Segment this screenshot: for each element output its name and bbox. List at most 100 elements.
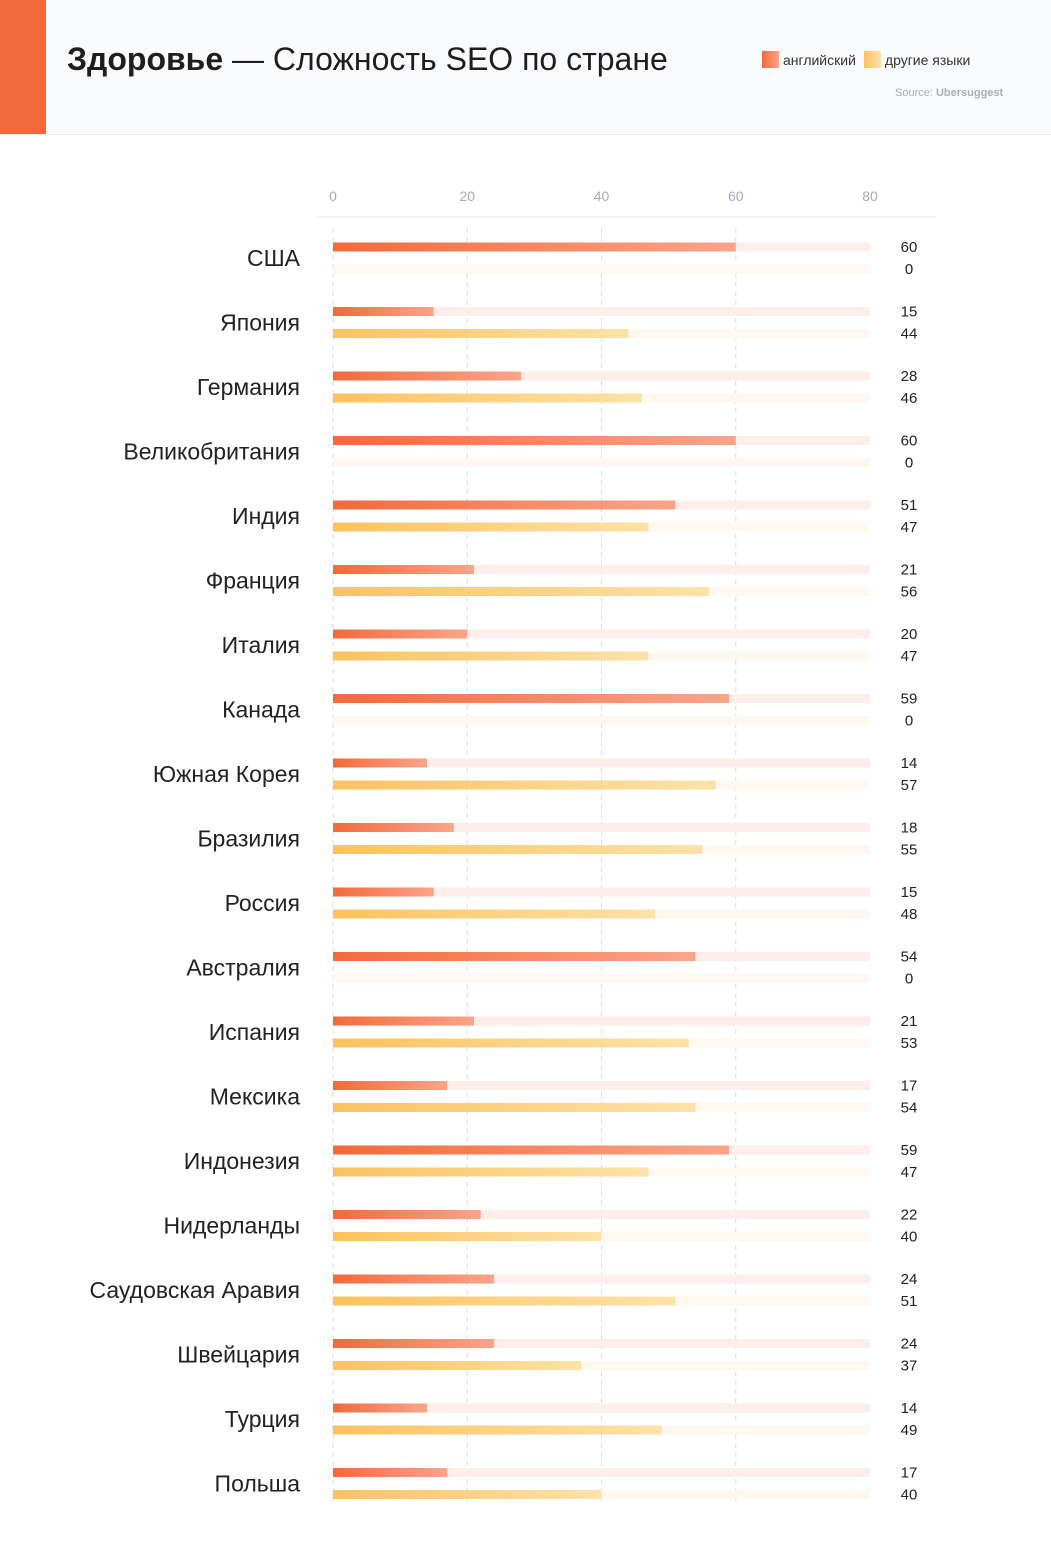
bar-track	[333, 458, 870, 467]
title-topic: Здоровье	[67, 41, 224, 77]
x-tick-label: 0	[329, 188, 337, 204]
chart-title: Здоровье — Сложность SEO по стране	[67, 39, 668, 79]
category-label: Великобритания	[123, 439, 300, 465]
category-label: Польша	[215, 1471, 301, 1497]
value-label-english: 22	[901, 1207, 918, 1224]
category-label: Саудовская Аравия	[90, 1277, 300, 1303]
value-label-other: 53	[901, 1035, 918, 1052]
bar-other-languages	[333, 1232, 602, 1241]
category-label: Индонезия	[184, 1148, 300, 1174]
legend-label-english: английский	[783, 51, 856, 68]
category-label: Австралия	[186, 955, 300, 981]
bar-track	[333, 565, 870, 574]
value-label-other: 55	[901, 842, 918, 859]
value-label-other: 47	[901, 648, 918, 665]
value-label-english: 24	[901, 1336, 918, 1353]
value-label-english: 60	[901, 239, 918, 256]
source-name: Ubersuggest	[935, 87, 1004, 99]
value-label-other: 46	[901, 390, 918, 407]
bar-english	[333, 307, 434, 316]
bar-track	[333, 1274, 870, 1284]
x-tick-label: 20	[459, 188, 475, 204]
value-label-other: 44	[901, 326, 918, 343]
header: Здоровье — Сложность SEO по стране англи…	[0, 0, 1051, 135]
legend: английский другие языки	[762, 51, 978, 68]
category-label: Испания	[209, 1019, 300, 1045]
bar-track	[333, 264, 870, 274]
bar-english	[333, 952, 696, 961]
bar-other-languages	[333, 329, 629, 338]
legend-item-other: другие языки	[863, 51, 971, 68]
value-label-english: 54	[901, 949, 918, 966]
value-label-english: 17	[901, 1465, 918, 1482]
value-label-english: 17	[901, 1078, 918, 1095]
bar-english	[333, 758, 427, 768]
legend-swatch-english	[762, 51, 779, 68]
bar-english	[333, 500, 676, 510]
bar-track	[333, 629, 870, 639]
bar-english	[333, 1210, 481, 1219]
value-label-english: 18	[901, 820, 918, 837]
bar-other-languages	[333, 1361, 582, 1370]
category-label: США	[247, 245, 301, 271]
value-label-english: 15	[901, 304, 918, 321]
source-note: Source: Ubersuggest	[895, 87, 1003, 99]
bar-english	[333, 1274, 495, 1284]
category-label: Бразилия	[197, 826, 300, 852]
value-label-other: 0	[905, 455, 913, 472]
bar-english	[333, 242, 736, 252]
bar-other-languages	[333, 587, 709, 596]
category-label: Южная Корея	[153, 761, 300, 787]
bar-english	[333, 1081, 448, 1090]
title-subtitle: — Сложность SEO по стране	[223, 41, 668, 77]
bar-other-languages	[333, 522, 649, 532]
x-tick-label: 80	[862, 188, 878, 204]
bar-english	[333, 694, 730, 703]
legend-item-english: английский	[762, 51, 856, 68]
accent-bar	[0, 0, 46, 134]
bar-english	[333, 823, 454, 832]
value-label-other: 56	[901, 584, 918, 601]
bar-track	[333, 1468, 870, 1477]
bar-english	[333, 1016, 474, 1026]
bar-english	[333, 1468, 448, 1477]
category-label: Канада	[222, 697, 300, 723]
legend-label-other: другие языки	[884, 51, 971, 68]
bar-track	[333, 1016, 870, 1026]
bar-track	[333, 1081, 870, 1090]
bar-other-languages	[333, 1103, 696, 1112]
x-tick-label: 60	[728, 188, 744, 204]
bar-other-languages	[333, 909, 656, 919]
bar-english	[333, 1145, 730, 1155]
value-label-english: 20	[901, 626, 918, 643]
bar-other-languages	[333, 1490, 602, 1499]
category-label: Швейцария	[177, 1342, 300, 1368]
value-label-other: 0	[905, 971, 913, 988]
value-label-english: 59	[901, 691, 918, 708]
value-label-other: 47	[901, 519, 918, 536]
value-label-other: 49	[901, 1422, 918, 1439]
value-label-english: 21	[901, 562, 918, 579]
bar-track	[333, 887, 870, 897]
bar-english	[333, 629, 468, 639]
bar-other-languages	[333, 651, 649, 661]
legend-swatch-other	[863, 51, 881, 68]
value-label-other: 54	[901, 1100, 918, 1117]
bar-track	[333, 1361, 870, 1370]
bar-track	[333, 716, 870, 725]
bar-other-languages	[333, 1038, 689, 1048]
bar-other-languages	[333, 1425, 662, 1435]
value-label-english: 15	[901, 884, 918, 901]
bar-track	[333, 974, 870, 983]
value-label-other: 40	[901, 1487, 918, 1504]
bar-track	[333, 1403, 870, 1413]
bar-track	[333, 1339, 870, 1348]
bar-track	[333, 1210, 870, 1219]
value-label-english: 21	[901, 1013, 918, 1030]
value-label-other: 37	[901, 1358, 918, 1375]
value-label-other: 57	[901, 777, 918, 794]
category-label: Индия	[232, 503, 300, 529]
value-label-english: 14	[901, 1400, 918, 1417]
category-label: Франция	[206, 568, 300, 594]
